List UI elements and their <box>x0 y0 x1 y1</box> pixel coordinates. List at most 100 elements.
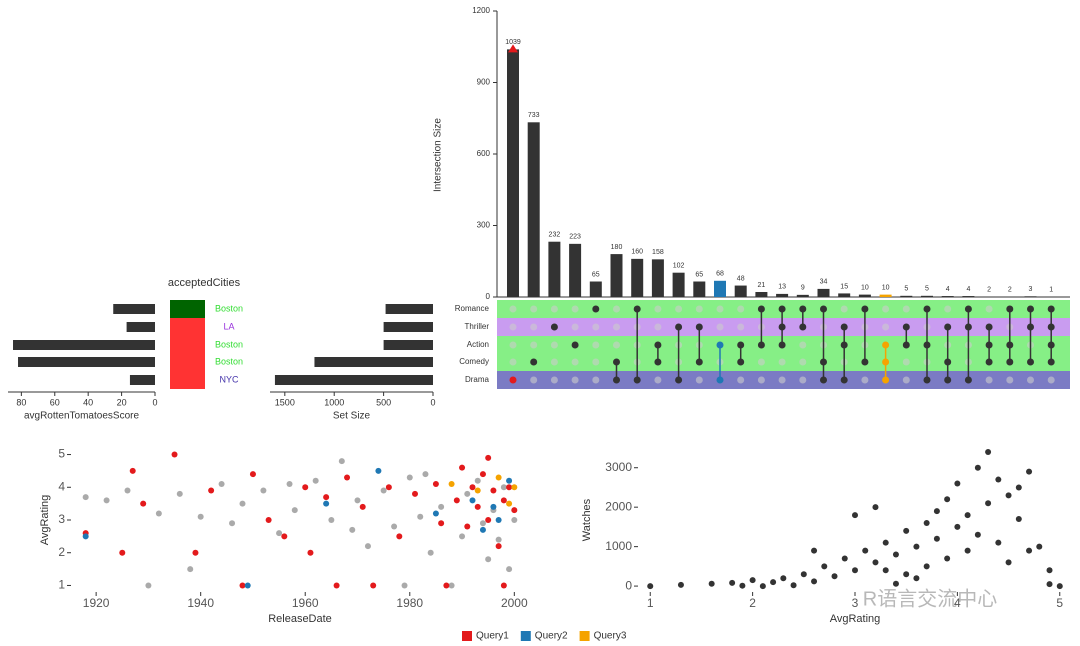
point <box>469 497 476 504</box>
member-dot <box>985 341 993 349</box>
point <box>380 487 387 494</box>
bar <box>631 258 644 297</box>
point <box>82 494 89 501</box>
empty-dot <box>695 376 703 384</box>
value-label: 733 <box>528 112 540 119</box>
empty-dot <box>530 341 538 349</box>
value-label: 1 <box>1049 287 1053 294</box>
member-dot <box>902 323 910 331</box>
member-dot <box>757 305 765 313</box>
point <box>459 533 466 540</box>
tile-title: acceptedCities <box>168 277 241 289</box>
tile <box>170 300 205 318</box>
bar <box>900 295 913 297</box>
empty-dot <box>840 305 848 313</box>
value-label: 68 <box>716 271 724 278</box>
point <box>244 582 251 589</box>
empty-dot <box>654 305 662 313</box>
member-dot <box>633 305 641 313</box>
point <box>1056 583 1063 590</box>
point <box>506 484 513 491</box>
value-label: 5 <box>925 286 929 293</box>
point <box>82 533 89 540</box>
member-dot <box>840 323 848 331</box>
empty-dot <box>613 323 620 331</box>
bar <box>941 296 954 297</box>
bar <box>507 49 519 297</box>
point <box>119 549 126 556</box>
point <box>944 555 951 562</box>
empty-dot <box>509 305 517 313</box>
point <box>995 539 1002 546</box>
empty-dot <box>737 323 745 331</box>
empty-dot <box>757 376 765 384</box>
empty-dot <box>944 305 952 313</box>
bar <box>714 280 726 297</box>
empty-dot <box>778 376 786 384</box>
x-axis-label: avgRottenTomatoesScore <box>24 411 140 422</box>
empty-dot <box>902 376 910 384</box>
point <box>176 490 183 497</box>
member-dot <box>695 323 703 331</box>
member-dot <box>882 341 890 349</box>
point <box>500 582 507 589</box>
member-dot <box>799 323 807 331</box>
value-label: 158 <box>652 249 664 256</box>
empty-dot <box>1027 376 1034 384</box>
point <box>438 520 445 527</box>
empty-dot <box>902 305 910 313</box>
point <box>354 497 361 504</box>
point <box>140 500 147 507</box>
point <box>852 567 858 574</box>
member-dot <box>1006 341 1014 349</box>
member-dot <box>820 376 827 384</box>
empty-dot <box>654 323 662 331</box>
point <box>124 487 131 494</box>
point <box>469 484 476 491</box>
point <box>495 536 502 543</box>
empty-dot <box>799 376 807 384</box>
point <box>286 481 293 487</box>
bar <box>548 241 561 297</box>
bar <box>776 293 789 297</box>
member-dot <box>695 358 703 366</box>
empty-dot <box>757 358 765 366</box>
point <box>759 583 766 590</box>
x-tick-label: 1000 <box>324 397 344 407</box>
x-tick-label: 5 <box>1056 596 1063 610</box>
empty-dot <box>985 305 993 313</box>
point <box>260 487 267 494</box>
empty-dot <box>571 358 579 366</box>
point <box>974 531 981 538</box>
member-dot <box>923 305 931 313</box>
value-label: 3 <box>1029 286 1033 293</box>
member-dot <box>778 323 786 331</box>
legend-swatch <box>579 631 590 641</box>
point <box>333 582 340 589</box>
empty-dot <box>509 341 517 349</box>
member-dot <box>1047 323 1055 331</box>
point <box>349 526 356 533</box>
bar <box>314 357 433 367</box>
member-dot <box>737 341 745 349</box>
member-dot <box>633 376 641 384</box>
bar <box>13 340 155 350</box>
empty-dot <box>1006 376 1014 384</box>
x-axis-label: ReleaseDate <box>268 613 332 625</box>
point <box>964 547 971 554</box>
bar <box>129 375 155 385</box>
point <box>464 490 471 497</box>
x-tick-label: 40 <box>83 397 93 407</box>
x-axis-label: Set Size <box>333 411 371 422</box>
point <box>903 527 910 534</box>
member-dot <box>530 358 538 366</box>
y-tick-label: 1 <box>58 578 65 592</box>
member-dot <box>923 341 931 349</box>
member-dot <box>861 305 869 313</box>
point <box>511 517 518 523</box>
member-dot <box>985 323 993 331</box>
point <box>985 448 992 455</box>
value-label: 13 <box>778 284 786 291</box>
member-dot <box>944 358 952 366</box>
